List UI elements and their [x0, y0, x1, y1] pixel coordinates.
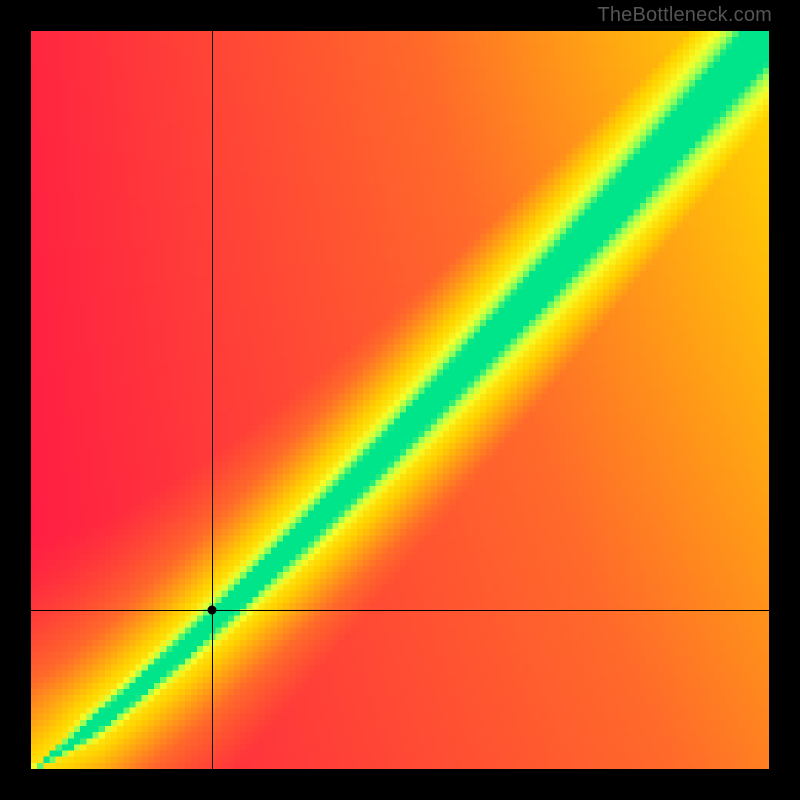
watermark-text: TheBottleneck.com [597, 4, 772, 27]
heatmap-plot [31, 31, 769, 769]
heatmap-canvas [31, 31, 769, 769]
crosshair-vertical [212, 31, 213, 769]
crosshair-marker [207, 606, 216, 615]
crosshair-horizontal [31, 610, 769, 611]
